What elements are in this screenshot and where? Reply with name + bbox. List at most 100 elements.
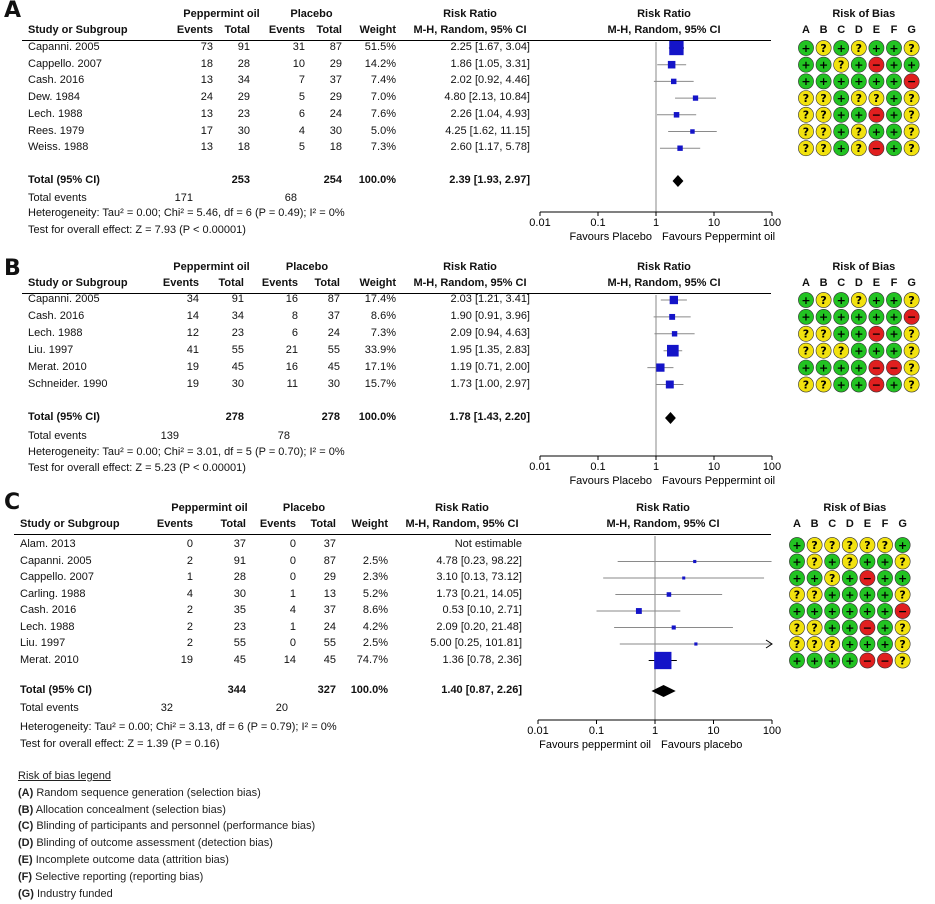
bias-symbol: ? — [803, 125, 809, 138]
bias-symbol: + — [854, 59, 863, 72]
control-total: 13 — [323, 587, 336, 600]
bias-symbol: − — [907, 311, 916, 324]
bias-symbol: ? — [820, 142, 826, 155]
bias-circle — [903, 73, 920, 90]
overall-effect-text: Test for overall effect: Z = 7.93 (P < 0… — [28, 224, 246, 236]
bias-symbol: ? — [908, 361, 914, 374]
bias-circle — [894, 619, 911, 636]
bias-symbol: + — [880, 621, 889, 634]
bias-circle — [894, 636, 911, 652]
bias-symbol: + — [889, 125, 898, 138]
bias-circle — [894, 570, 911, 586]
header-treatment-events: Events — [162, 277, 199, 289]
favours-right-label: Favours Peppermint oil — [662, 231, 775, 243]
bias-circle — [833, 140, 850, 157]
study-weight: 7.3% — [370, 141, 396, 154]
study-risk-ratio-ci: 2.60 [1.17, 5.78] — [450, 141, 530, 154]
control-total: 37 — [323, 604, 336, 616]
treatment-events: 2 — [186, 620, 193, 633]
control-total: 18 — [329, 141, 342, 154]
study-point — [694, 642, 698, 646]
bias-circle — [868, 140, 885, 157]
treatment-total: 45 — [233, 653, 246, 666]
bias-circle — [806, 553, 823, 570]
header-treatment: Peppermint oil — [171, 502, 248, 514]
bias-circle — [868, 56, 885, 73]
bias-symbol: − — [872, 328, 881, 341]
bias-symbol: ? — [794, 621, 800, 634]
bias-circle — [815, 359, 832, 376]
treatment-total: 23 — [231, 326, 244, 339]
bias-circle — [868, 308, 885, 325]
bias-symbol: + — [801, 361, 810, 374]
bias-circle — [903, 140, 920, 157]
bias-symbol: − — [872, 361, 881, 374]
header-forest-method: M-H, Random, 95% CI — [607, 277, 721, 289]
total-weight: 100.0% — [358, 174, 396, 186]
panel-label: A — [4, 0, 22, 23]
study-name: Lech. 1988 — [20, 620, 75, 633]
control-events: 1 — [289, 587, 296, 600]
bias-circle — [815, 140, 832, 157]
heterogeneity-text: Heterogeneity: Tau² = 0.00; Chi² = 3.01,… — [28, 446, 345, 458]
treatment-events: 2 — [186, 604, 193, 616]
study-point — [677, 145, 683, 151]
bias-circle — [903, 292, 920, 308]
control-total: 37 — [323, 538, 336, 550]
control-total: 24 — [327, 326, 340, 339]
study-risk-ratio-ci: 1.19 [0.71, 2.00] — [450, 360, 530, 373]
study-point — [670, 78, 677, 85]
bias-circle — [798, 376, 814, 393]
bias-circle — [815, 342, 832, 359]
bias-circle — [789, 603, 805, 619]
treatment-total: 28 — [233, 571, 246, 583]
bias-symbol: + — [837, 361, 846, 374]
control-events: 16 — [285, 293, 298, 305]
favours-left-label: Favours Placebo — [569, 475, 652, 487]
bias-symbol: + — [863, 588, 872, 601]
treatment-events: 13 — [200, 107, 213, 120]
control-total: 87 — [327, 293, 340, 305]
ci-arrow — [765, 639, 773, 649]
header-method: M-H, Random, 95% CI — [413, 277, 527, 289]
bias-symbol: + — [889, 109, 898, 122]
bias-circle — [833, 90, 850, 106]
treatment-events: 41 — [186, 343, 199, 356]
bias-circle — [868, 106, 885, 123]
x-tick-label: 1 — [652, 725, 658, 737]
bias-symbol: − — [863, 621, 872, 634]
treatment-events: 13 — [200, 141, 213, 154]
study-name: Carling. 1988 — [20, 587, 86, 600]
bias-circle — [824, 553, 841, 570]
control-total: 24 — [323, 620, 336, 633]
bias-circle — [886, 140, 902, 157]
study-risk-ratio-ci: 1.73 [1.00, 2.97] — [450, 377, 530, 390]
header-treatment-events: Events — [176, 24, 213, 36]
control-events: 8 — [291, 309, 298, 322]
control-total: 55 — [323, 637, 336, 649]
bias-letter-a: A — [802, 277, 810, 289]
study-risk-ratio-ci: 5.00 [0.25, 101.81] — [430, 637, 522, 649]
bias-circle — [886, 73, 902, 90]
control-total: 29 — [323, 571, 336, 583]
bias-letter-a: A — [802, 24, 810, 36]
study-weight: 17.1% — [364, 360, 396, 373]
bias-circle — [841, 553, 858, 570]
study-point — [671, 625, 676, 630]
legend-item-e: (E) Incomplete outcome data (attrition b… — [18, 853, 229, 866]
header-treatment: Peppermint oil — [173, 261, 250, 273]
study-name: Cash. 2016 — [28, 74, 85, 87]
header-study: Study or Subgroup — [28, 277, 128, 289]
bias-symbol: ? — [864, 539, 870, 552]
control-events: 0 — [289, 538, 296, 550]
study-weight: 5.2% — [362, 587, 388, 600]
study-risk-ratio-ci: 1.86 [1.05, 3.31] — [450, 57, 530, 70]
x-tick-label: 0.1 — [589, 725, 604, 737]
bias-circle — [894, 553, 911, 570]
bias-circle — [806, 570, 823, 586]
bias-symbol: ? — [803, 92, 809, 105]
study-point — [673, 112, 680, 118]
bias-symbol: + — [889, 328, 898, 341]
bias-circle — [841, 603, 858, 619]
bias-circle — [806, 652, 823, 669]
